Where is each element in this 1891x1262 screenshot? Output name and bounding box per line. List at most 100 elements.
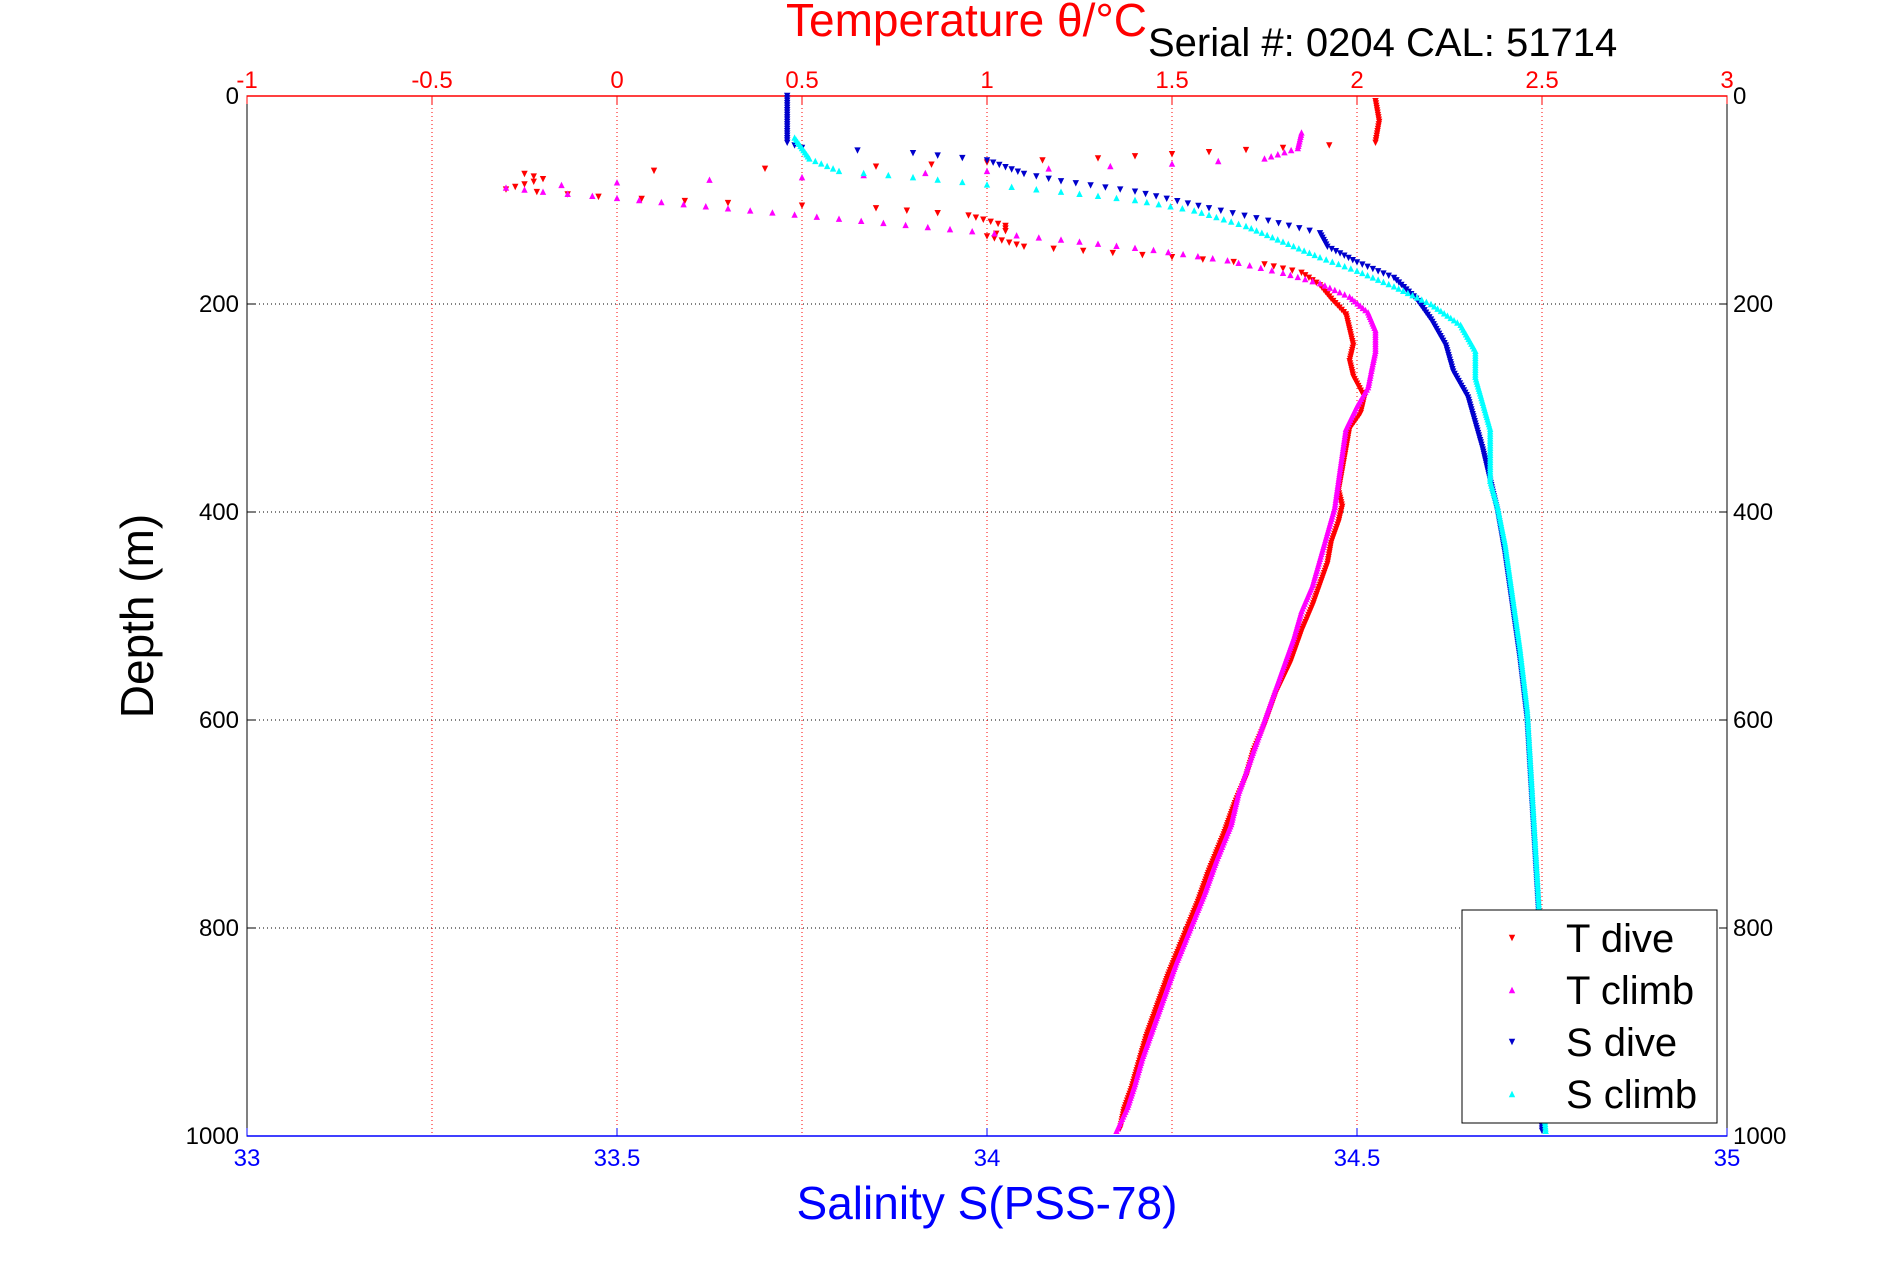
point-t-climb — [1150, 246, 1157, 254]
point-t-dive — [530, 173, 537, 180]
point-t-climb — [658, 198, 665, 206]
point-t-climb — [924, 223, 931, 231]
point-s-dive — [1324, 243, 1331, 250]
point-t-climb — [680, 200, 687, 208]
chart-title: Temperature θ/°C — [786, 0, 1147, 46]
point-s-climb — [1248, 225, 1255, 232]
point-s-dive — [1359, 261, 1366, 268]
point-t-dive — [1298, 269, 1305, 276]
point-t-dive — [638, 195, 645, 203]
point-s-climb — [1437, 307, 1445, 315]
point-t-climb — [1287, 271, 1294, 279]
point-s-climb — [1341, 263, 1348, 270]
point-s-climb — [1258, 229, 1266, 236]
point-t-climb — [1326, 284, 1334, 291]
point-s-climb — [1094, 192, 1102, 200]
point-t-dive — [650, 167, 658, 175]
point-t-dive — [1326, 142, 1333, 149]
point-t-climb — [521, 186, 528, 193]
point-s-climb — [818, 160, 825, 167]
point-s-dive — [959, 154, 966, 162]
point-s-dive — [1117, 186, 1124, 193]
point-t-climb — [1194, 252, 1202, 260]
point-t-dive — [903, 207, 911, 214]
point-s-climb — [1285, 240, 1292, 248]
legend: T dive T climb S dive S climb — [1461, 909, 1718, 1124]
point-t-climb — [1267, 153, 1275, 160]
top-tick-label: 1.5 — [1155, 67, 1188, 94]
point-t-dive — [1006, 239, 1013, 246]
point-t-dive — [1168, 151, 1176, 158]
point-s-dive — [1265, 217, 1272, 224]
point-s-climb — [1316, 254, 1324, 261]
point-t-climb — [1107, 162, 1114, 170]
point-s-climb — [1290, 242, 1297, 250]
point-s-dive — [1229, 210, 1236, 217]
point-t-climb — [702, 203, 709, 210]
point-t-climb — [502, 184, 510, 191]
point-s-climb — [1347, 265, 1355, 272]
point-s-climb — [1409, 291, 1416, 299]
point-s-climb — [1404, 289, 1412, 297]
top-tick-label: 1 — [980, 67, 993, 94]
point-t-dive — [1094, 155, 1102, 162]
point-t-climb — [1302, 275, 1309, 283]
point-t-dive — [1020, 243, 1028, 250]
point-t-dive — [980, 216, 987, 223]
point-s-climb — [1228, 218, 1235, 225]
point-s-dive — [1184, 200, 1192, 207]
point-t-dive — [761, 165, 769, 172]
point-t-dive — [539, 176, 547, 183]
point-t-climb — [991, 230, 998, 237]
point-s-climb — [1311, 251, 1318, 259]
point-s-climb — [1242, 222, 1250, 230]
point-t-dive — [595, 193, 602, 201]
point-t-dive — [521, 181, 528, 188]
point-t-climb — [1336, 289, 1343, 296]
point-t-climb — [724, 205, 732, 212]
point-s-dive — [1341, 252, 1348, 259]
point-s-climb — [1380, 278, 1387, 286]
point-s-climb — [1300, 247, 1308, 254]
point-s-dive — [1152, 193, 1160, 200]
point-s-dive — [1033, 173, 1040, 180]
point-t-dive — [1039, 157, 1046, 164]
point-t-climb — [613, 179, 621, 186]
legend-marker — [1508, 1038, 1516, 1046]
point-s-climb — [1454, 319, 1461, 326]
point-s-dive — [1174, 197, 1181, 205]
point-s-dive — [909, 150, 917, 157]
point-s-climb — [1450, 316, 1458, 324]
point-s-dive — [989, 159, 997, 166]
point-t-dive — [983, 233, 991, 240]
point-s-dive — [1020, 170, 1028, 178]
bottom-tick-label: 34.5 — [1334, 1145, 1381, 1172]
point-t-climb — [1113, 1127, 1120, 1134]
y-tick-label-right: 400 — [1733, 499, 1773, 526]
point-s-dive — [1217, 207, 1225, 215]
y-tick-label-left: 0 — [226, 83, 239, 110]
point-t-dive — [521, 170, 528, 178]
point-s-dive — [1008, 166, 1015, 173]
point-t-climb — [747, 207, 754, 214]
y-tick-label-right: 800 — [1733, 915, 1773, 942]
point-s-climb — [1400, 287, 1407, 294]
point-s-dive — [1380, 270, 1387, 277]
point-t-dive — [928, 161, 935, 168]
point-s-dive — [983, 157, 991, 164]
point-t-climb — [1246, 262, 1253, 269]
top-tick-label: 2.5 — [1525, 67, 1558, 94]
point-s-dive — [1087, 182, 1094, 189]
point-t-dive — [1372, 139, 1379, 146]
point-s-climb — [1279, 238, 1287, 245]
point-s-climb — [1413, 294, 1421, 301]
point-s-dive — [1014, 168, 1022, 175]
point-t-dive — [1230, 258, 1237, 266]
point-t-climb — [1131, 244, 1139, 252]
point-t-dive — [1302, 272, 1309, 279]
point-s-climb — [1008, 183, 1015, 191]
point-s-dive — [996, 161, 1003, 169]
point-s-dive — [1163, 195, 1170, 203]
y-tick-label-left: 800 — [199, 915, 239, 942]
